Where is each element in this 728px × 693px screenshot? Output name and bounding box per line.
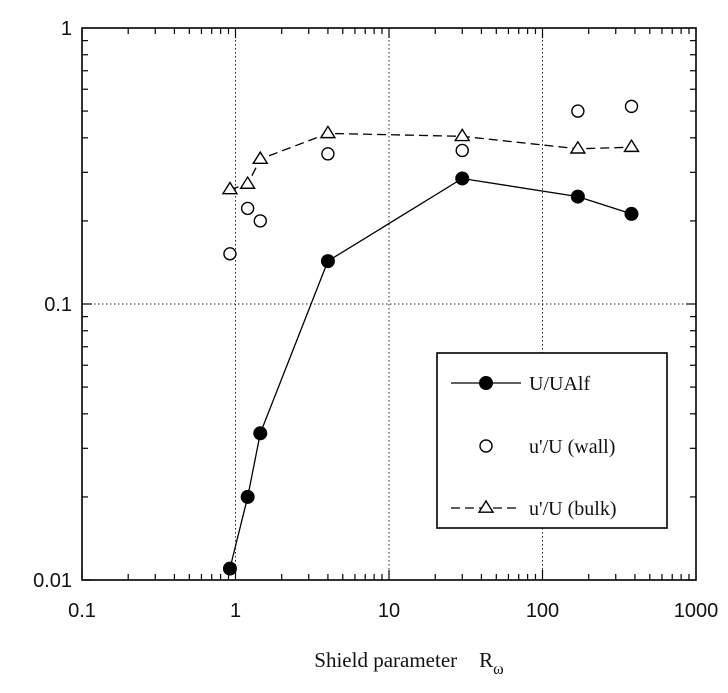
- data-point: [221, 181, 239, 195]
- data-point: [624, 206, 639, 221]
- data-point: [455, 171, 470, 186]
- data-point: [569, 140, 587, 154]
- data-point: [253, 426, 268, 441]
- legend-marker: [479, 439, 493, 453]
- x-tick-label: 10: [378, 600, 400, 622]
- legend-entry: U/UAlf: [451, 373, 590, 395]
- series-3: [221, 125, 640, 195]
- x-axis-subscript: ω: [493, 661, 504, 678]
- data-point: [321, 147, 335, 161]
- y-tick-label: 0.01: [33, 570, 72, 592]
- x-axis-symbol: R: [479, 648, 493, 672]
- data-point: [223, 247, 237, 261]
- legend-label: U/UAlf: [529, 373, 590, 395]
- data-point: [240, 489, 255, 504]
- series-2: [223, 99, 639, 261]
- data-point: [253, 214, 267, 228]
- data-point: [455, 143, 469, 158]
- data-point: [222, 561, 237, 576]
- legend-box: [436, 352, 668, 529]
- x-tick-label: 0.1: [68, 600, 96, 622]
- axis-ticks: [81, 28, 696, 581]
- x-tick-label: 1: [230, 600, 241, 622]
- x-tick-label: 100: [526, 600, 559, 622]
- data-point: [319, 125, 337, 139]
- legend-marker: [477, 499, 495, 513]
- legend-label: u'/U (bulk): [529, 498, 616, 520]
- legend-entry: u'/U (wall): [479, 436, 615, 458]
- data-point: [239, 175, 256, 189]
- data-point: [320, 254, 335, 269]
- data-point: [453, 128, 471, 142]
- series-layer: [221, 99, 640, 576]
- legend-entry: u'/U (bulk): [451, 498, 616, 520]
- data-point: [252, 150, 269, 164]
- tick-labels: 0.1 1 10 100 1000 0.01 0.1 1: [33, 18, 718, 622]
- x-axis-title: Shield parameter Rω: [314, 648, 503, 678]
- data-point: [624, 99, 639, 114]
- x-axis-title-text: Shield parameter: [314, 648, 457, 672]
- data-point: [623, 138, 640, 153]
- y-tick-label: 0.1: [44, 294, 72, 316]
- legend-marker: [479, 376, 493, 390]
- series-1: [222, 171, 639, 576]
- data-point: [570, 189, 585, 204]
- x-tick-label: 1000: [674, 600, 719, 622]
- data-point: [240, 201, 255, 216]
- plot-frame: [81, 27, 697, 581]
- legend: U/UAlf u'/U (wall) u'/U (bulk): [436, 352, 668, 529]
- data-point: [571, 104, 585, 118]
- y-tick-label: 1: [61, 18, 72, 40]
- legend-label: u'/U (wall): [529, 436, 615, 458]
